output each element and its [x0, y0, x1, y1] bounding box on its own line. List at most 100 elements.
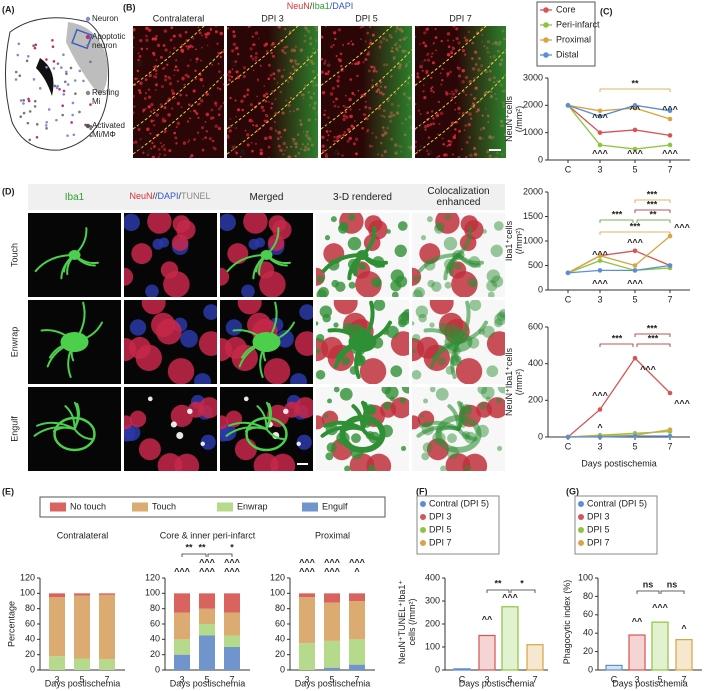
region-label: c — [138, 120, 143, 130]
annotation: ^^^ — [592, 148, 609, 158]
cell-dot — [159, 141, 162, 144]
nucleus — [194, 373, 211, 384]
neuron — [234, 438, 257, 461]
annotation: ^^^ — [674, 398, 691, 408]
surface-fragment — [399, 397, 406, 404]
cell-dot — [423, 124, 428, 129]
schematic-cell — [73, 79, 77, 82]
cell-dot — [133, 111, 135, 115]
cell-dot — [439, 111, 444, 116]
cell-dot — [250, 141, 253, 144]
schematic-cell — [66, 83, 70, 86]
neuron — [268, 215, 287, 233]
cell-dot — [438, 122, 441, 126]
surface-fragment — [316, 348, 321, 354]
neuron — [124, 267, 134, 286]
bar-segment — [324, 593, 340, 603]
cell-dot — [136, 69, 140, 73]
surface-fragment — [412, 289, 423, 297]
x-tick-label: 5 — [79, 674, 84, 684]
bar-segment — [49, 593, 65, 598]
cell-dot — [344, 106, 347, 109]
cell-dot — [332, 44, 335, 46]
cell-dot — [430, 89, 433, 93]
cell-dot — [251, 57, 255, 61]
header-part: / — [179, 191, 182, 201]
cell-dot — [452, 26, 456, 28]
schematic-cell — [33, 105, 37, 108]
schematic-cell — [19, 99, 23, 102]
neuron — [141, 300, 166, 315]
nucleus — [276, 329, 294, 348]
surface-fragment — [443, 236, 458, 251]
panel-label: (G) — [566, 486, 579, 496]
cell-dot — [356, 74, 359, 78]
schematic-cell — [71, 113, 74, 117]
y-tick-label: 100 — [578, 572, 593, 582]
cell-dot — [155, 34, 158, 38]
cell-dot — [159, 103, 163, 107]
cell-dot — [338, 134, 341, 138]
cell-dot — [185, 39, 189, 43]
annotation: * — [230, 542, 234, 552]
cell-dot — [194, 69, 197, 73]
cell-dot — [432, 91, 435, 94]
cell-dot — [155, 59, 158, 61]
x-tick-label: C — [611, 674, 618, 684]
surface-fragment — [446, 446, 460, 460]
cell-dot — [171, 91, 176, 96]
cell-dot — [150, 120, 154, 123]
neuron — [451, 271, 478, 297]
cell-dot — [331, 86, 335, 90]
panel-title: NeuN/Iba1/DAPI — [287, 1, 354, 11]
bar-segment — [324, 640, 340, 668]
schematic-cell — [62, 89, 66, 93]
surface-fragment — [367, 464, 376, 471]
cell-dot — [189, 44, 193, 48]
data-point — [597, 113, 603, 119]
significance-bracket — [660, 590, 685, 594]
cell-dot — [434, 36, 438, 39]
cell-dot — [344, 110, 348, 114]
cell-dot — [248, 118, 253, 123]
cell-dot — [244, 129, 247, 132]
legend-marker — [543, 37, 549, 43]
surface-fragment — [331, 279, 339, 288]
bar-segment — [174, 593, 190, 613]
column-header: Merged — [249, 191, 284, 203]
cell-dot — [339, 52, 343, 56]
cell-dot — [195, 78, 197, 80]
cell-dot — [251, 120, 254, 123]
cell-dot — [327, 134, 330, 137]
cell-dot — [180, 106, 183, 109]
surface-fragment — [324, 235, 331, 241]
schematic-cell — [58, 87, 61, 91]
cell-dot — [197, 116, 200, 119]
annotation: ^^^ — [592, 249, 609, 259]
cell-dot — [211, 63, 214, 67]
cell-dot — [430, 76, 433, 79]
cell-dot — [431, 52, 434, 55]
bar-segment — [199, 635, 215, 670]
facet-title: Contralateral — [57, 530, 109, 540]
surface-fragment — [487, 291, 495, 297]
schematic-cell — [63, 80, 67, 84]
neuron — [460, 215, 479, 233]
region-border — [321, 26, 393, 86]
surface-fragment — [490, 244, 503, 258]
schematic-cell — [38, 87, 42, 90]
bar-segment — [174, 654, 190, 670]
surface-fragment — [327, 398, 333, 404]
annotation: ^^^ — [662, 104, 679, 114]
neuron — [253, 453, 279, 471]
cell-dot — [190, 154, 194, 158]
significance-bracket — [599, 88, 671, 92]
cell-dot — [234, 60, 237, 64]
nucleus — [241, 284, 255, 297]
cell-dot — [205, 92, 209, 96]
nucleus — [203, 304, 217, 320]
schematic-cell — [55, 118, 58, 122]
cell-dot — [452, 39, 455, 42]
cell-dot — [354, 137, 359, 141]
panel-label: (F) — [416, 486, 428, 496]
